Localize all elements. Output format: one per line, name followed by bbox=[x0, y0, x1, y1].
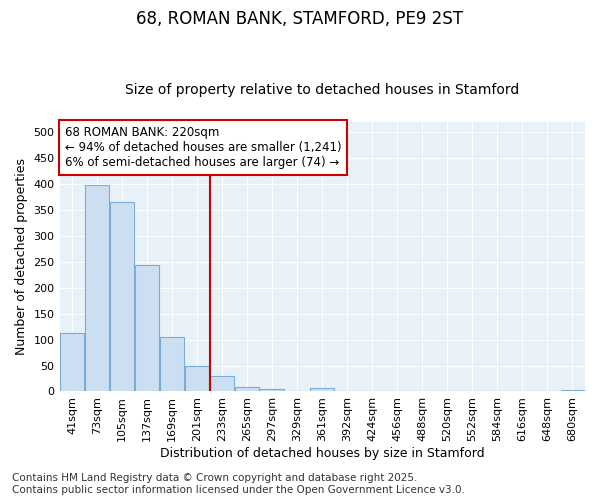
Bar bbox=[210, 376, 234, 392]
Bar bbox=[160, 337, 184, 392]
Bar bbox=[110, 202, 134, 392]
Bar bbox=[85, 185, 109, 392]
Bar bbox=[185, 366, 209, 392]
Bar bbox=[235, 388, 259, 392]
Bar bbox=[560, 390, 584, 392]
Y-axis label: Number of detached properties: Number of detached properties bbox=[15, 158, 28, 355]
Text: 68 ROMAN BANK: 220sqm
← 94% of detached houses are smaller (1,241)
6% of semi-de: 68 ROMAN BANK: 220sqm ← 94% of detached … bbox=[65, 126, 341, 169]
Bar bbox=[260, 389, 284, 392]
Bar bbox=[135, 266, 159, 392]
Text: 68, ROMAN BANK, STAMFORD, PE9 2ST: 68, ROMAN BANK, STAMFORD, PE9 2ST bbox=[137, 10, 464, 28]
X-axis label: Distribution of detached houses by size in Stamford: Distribution of detached houses by size … bbox=[160, 447, 485, 460]
Text: Contains HM Land Registry data © Crown copyright and database right 2025.
Contai: Contains HM Land Registry data © Crown c… bbox=[12, 474, 465, 495]
Bar bbox=[60, 334, 84, 392]
Bar bbox=[310, 388, 334, 392]
Title: Size of property relative to detached houses in Stamford: Size of property relative to detached ho… bbox=[125, 83, 520, 97]
